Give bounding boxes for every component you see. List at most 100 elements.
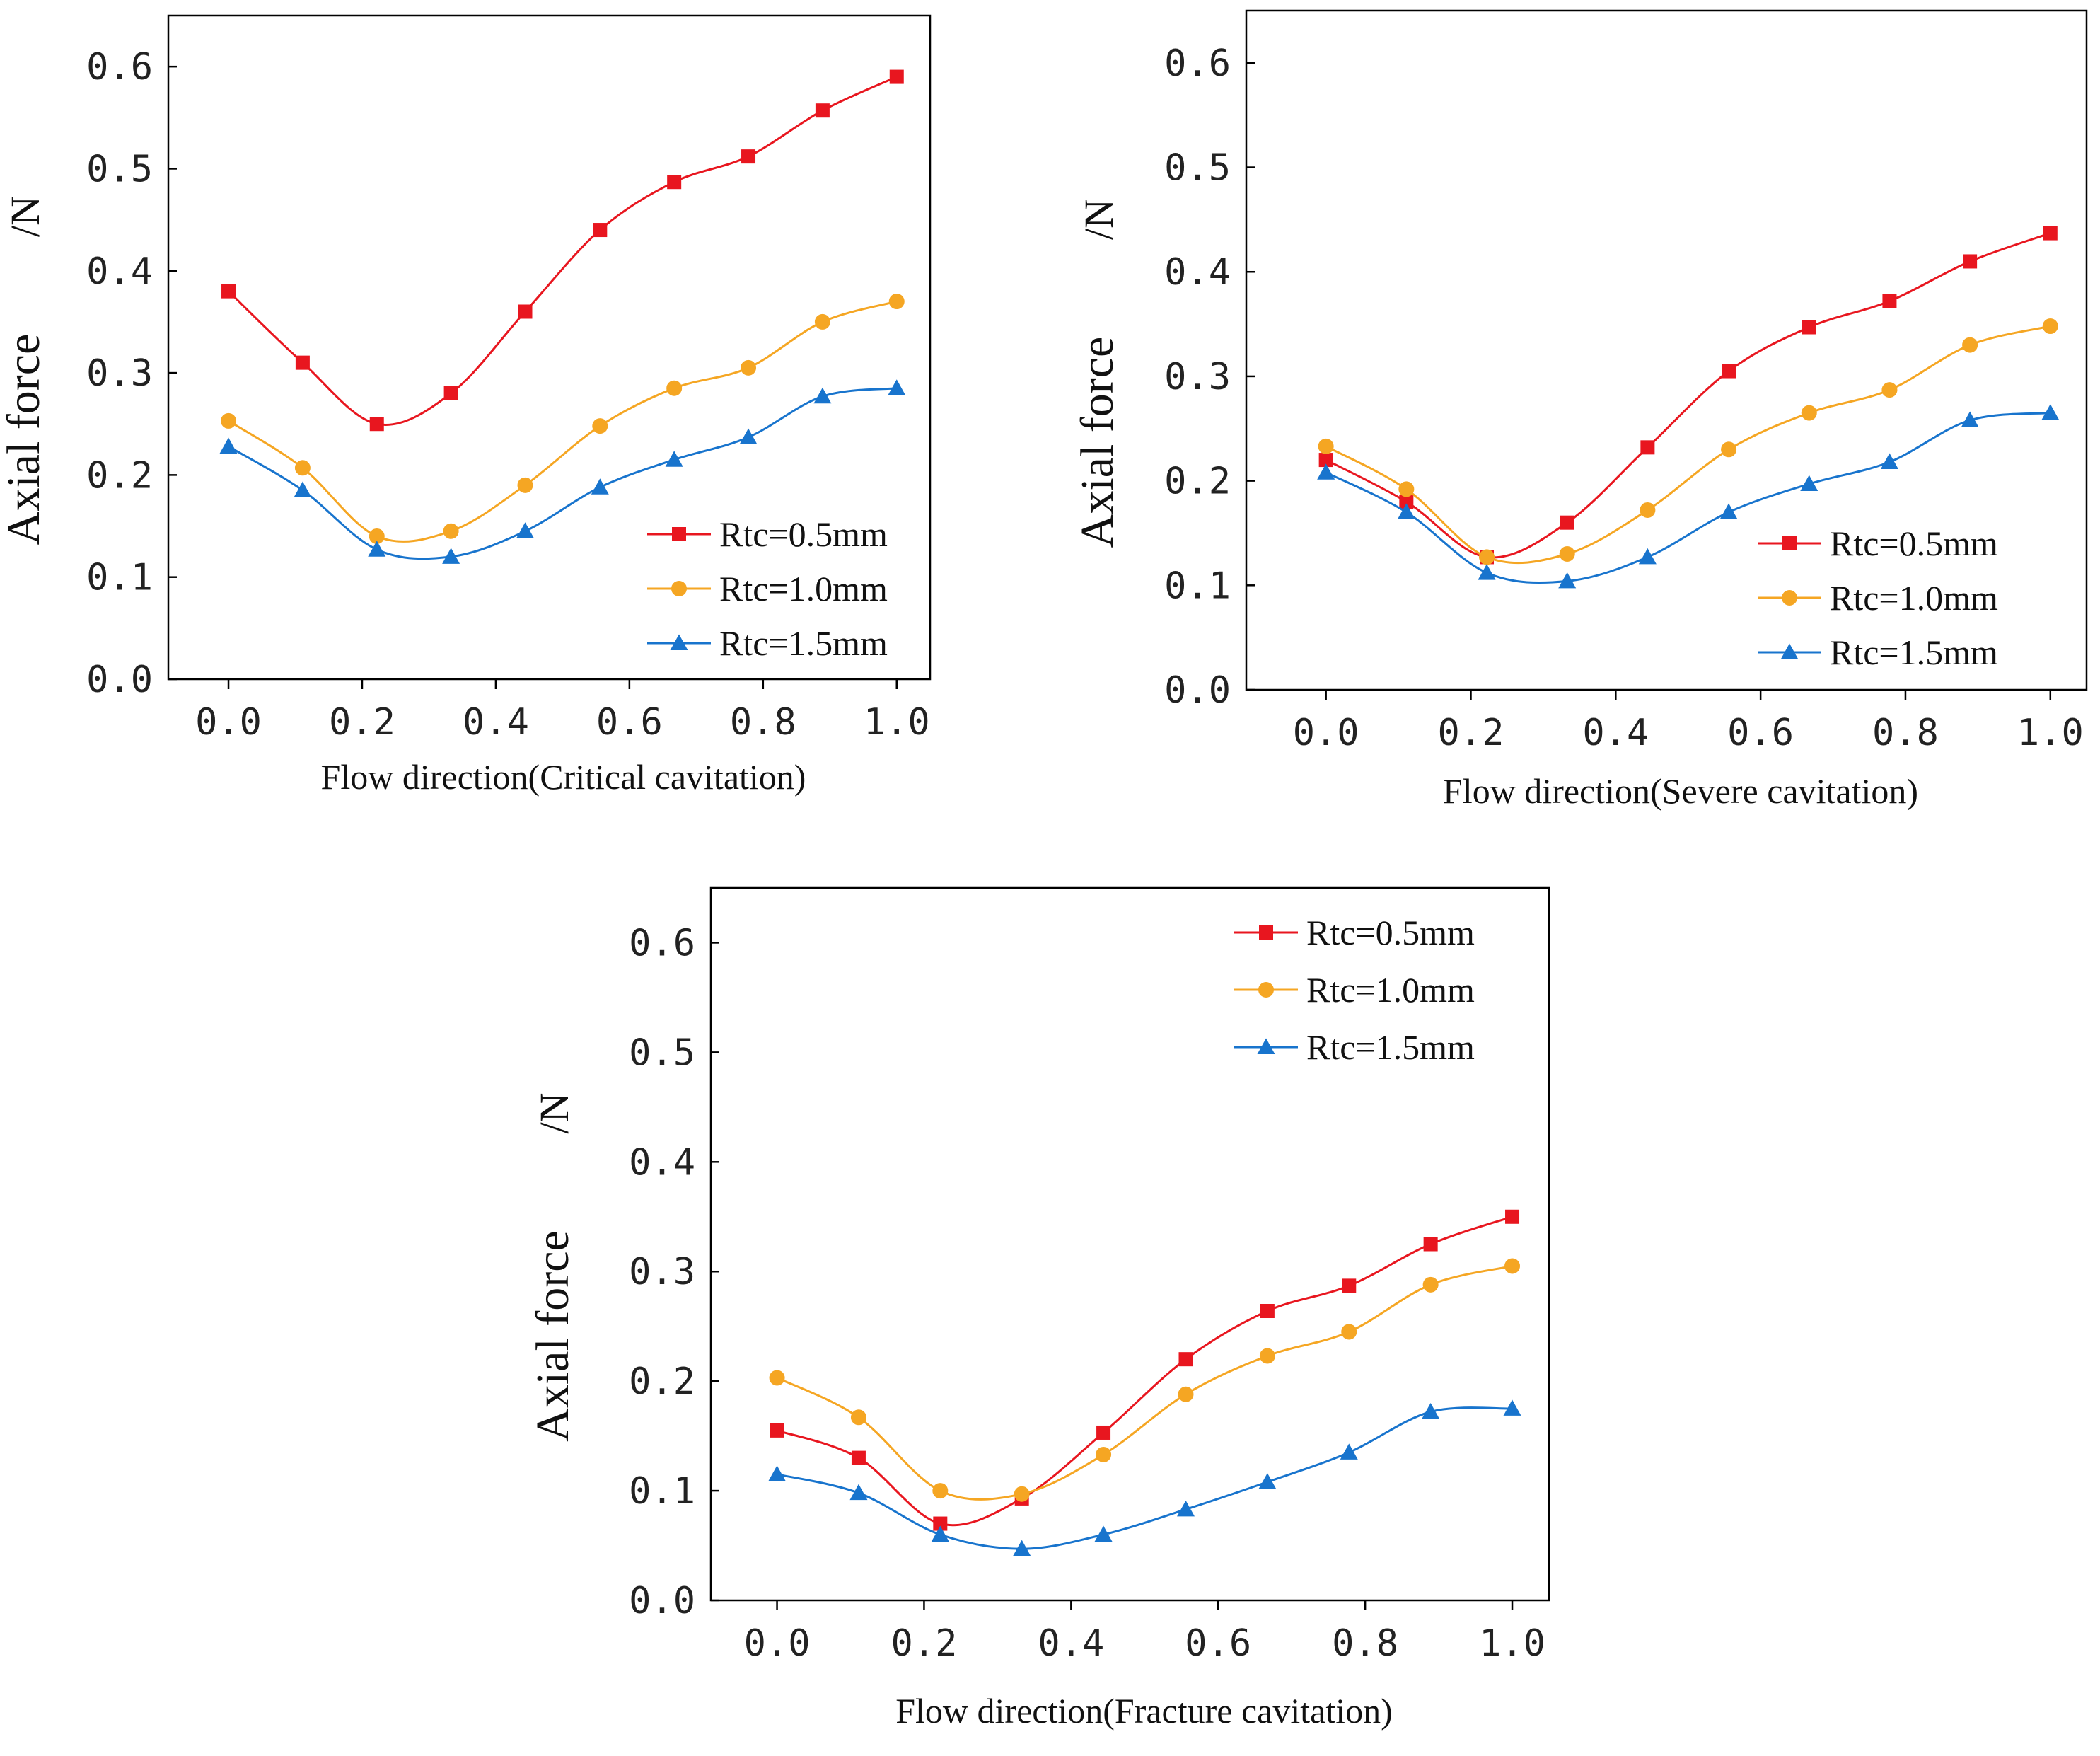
y-tick-label: 0.6 (1164, 42, 1231, 85)
data-point (739, 428, 758, 444)
legend-marker (1257, 1038, 1275, 1054)
data-point (443, 523, 459, 539)
data-point (931, 1525, 949, 1542)
y-axis-title: Axial force (0, 334, 50, 545)
data-point (1801, 405, 1817, 421)
data-point (1178, 1352, 1193, 1367)
y-tick-label: 0.5 (86, 148, 153, 190)
legend-marker (672, 527, 686, 541)
data-point (369, 417, 384, 432)
legend-entry: Rtc=1.5mm (1758, 632, 1998, 672)
legend-marker (1259, 925, 1273, 940)
x-tick-label: 0.6 (596, 701, 663, 744)
data-point (1317, 463, 1335, 480)
series-square (221, 69, 904, 432)
data-point (1398, 481, 1415, 497)
y-tick-label: 0.3 (86, 352, 153, 395)
data-point (1719, 503, 1738, 519)
legend-entry: Rtc=1.5mm (1234, 1027, 1475, 1067)
data-point (1259, 1348, 1275, 1364)
data-point (1096, 1446, 1112, 1462)
data-point (933, 1516, 948, 1531)
plot-frame (167, 14, 932, 681)
y-tick-label: 0.4 (629, 1141, 695, 1184)
y-tick-label: 0.2 (629, 1361, 695, 1403)
data-point (294, 460, 311, 476)
x-tick-label: 0.8 (730, 701, 796, 744)
series-line (227, 76, 898, 426)
series-triangle (768, 1399, 1521, 1556)
data-point (1504, 1258, 1521, 1274)
legend-label: Rtc=1.0mm (719, 569, 888, 608)
series-line (1325, 412, 2050, 584)
series-line (228, 387, 897, 560)
x-tick-label: 0.2 (1438, 712, 1504, 754)
x-tick-label: 0.0 (744, 1622, 811, 1665)
plot-frame (1245, 9, 2088, 691)
legend-label: Rtc=0.5mm (719, 514, 888, 554)
data-point (2042, 318, 2058, 335)
data-point (889, 69, 904, 84)
series-circle (221, 294, 905, 544)
series-line (1325, 325, 2051, 565)
series-line (1325, 232, 2051, 559)
x-tick-label: 0.2 (891, 1622, 957, 1665)
series-circle (1318, 318, 2058, 565)
data-point (2043, 226, 2058, 241)
data-point (1721, 441, 1737, 458)
series-line (776, 1265, 1513, 1501)
data-point (1258, 1473, 1277, 1489)
y-tick-label: 0.4 (1164, 251, 1231, 294)
legend-label: Rtc=1.5mm (719, 623, 888, 663)
y-tick-label: 0.4 (86, 250, 153, 293)
legend-marker (1782, 590, 1797, 606)
chart-3: 0.0 0.1 0.2 0.3 0.4 0.5 0.6 0.0 0.2 0.4 0.6 0.8 1.0 F… (527, 886, 1550, 1731)
data-point (1640, 440, 1655, 455)
data-point (1881, 382, 1898, 398)
data-point (932, 1483, 949, 1499)
x-tick-label: 0.8 (1332, 1622, 1398, 1665)
data-point (815, 103, 830, 118)
y-tick-label: 0.3 (1164, 356, 1231, 398)
data-point (1479, 549, 1495, 565)
data-point (1422, 1276, 1439, 1293)
data-point (1318, 438, 1334, 454)
data-point (443, 386, 458, 400)
data-point (1318, 453, 1333, 468)
x-tick-label: 1.0 (864, 701, 930, 744)
x-axis-title: Flow direction(Fracture cavitation) (895, 1691, 1393, 1731)
data-point (1961, 411, 1979, 427)
x-tick-label: 0.4 (1038, 1622, 1104, 1665)
y-tick-label: 0.0 (1164, 669, 1231, 712)
y-tick-label: 0.5 (1164, 147, 1231, 190)
legend-marker (1780, 643, 1799, 659)
legend-marker (1782, 536, 1797, 550)
data-point (741, 359, 757, 376)
data-point (2041, 404, 2060, 420)
series-line (228, 300, 898, 543)
y-tick-label: 0.0 (86, 659, 153, 701)
chart-1: 0.0 0.1 0.2 0.3 0.4 0.5 0.6 0.0 0.2 0.4 0.6 0.8 1.0 F… (0, 14, 932, 797)
data-point (592, 418, 608, 434)
legend-label: Rtc=1.5mm (1830, 632, 1998, 672)
data-point (888, 294, 905, 310)
data-point (517, 477, 533, 493)
data-point (1014, 1486, 1030, 1502)
data-point (768, 1465, 787, 1481)
data-point (666, 380, 683, 396)
x-tick-label: 0.8 (1872, 712, 1939, 754)
data-point (1341, 1324, 1357, 1340)
data-point (850, 1409, 866, 1426)
data-point (1422, 1403, 1440, 1419)
data-point (221, 412, 237, 429)
data-point (1342, 1278, 1357, 1293)
data-point (1638, 548, 1657, 565)
legend-entry: Rtc=0.5mm (1234, 913, 1475, 952)
data-point (1397, 503, 1415, 519)
y-axis-unit: /N (531, 1093, 577, 1134)
y-tick-label: 0.1 (86, 557, 153, 599)
x-axis-title: Flow direction(Critical cavitation) (321, 757, 806, 797)
data-point (1340, 1443, 1358, 1460)
data-point (1013, 1540, 1031, 1556)
